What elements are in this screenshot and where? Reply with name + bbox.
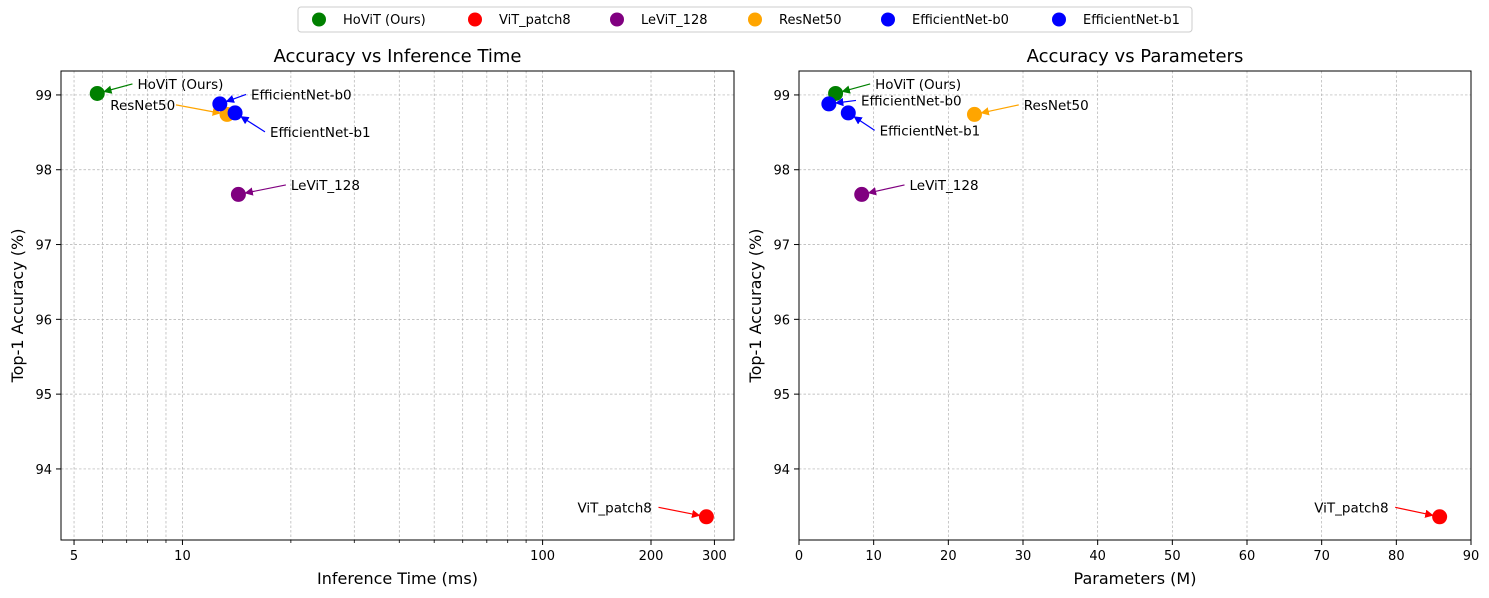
x-tick-label: 10 — [174, 549, 191, 564]
x-tick-label: 30 — [1015, 549, 1032, 564]
x-tick-label: 5 — [70, 549, 78, 564]
point-label: HoViT (Ours) — [875, 77, 961, 93]
data-point — [1432, 509, 1448, 525]
y-tick-label: 96 — [35, 313, 52, 328]
y-tick-label: 97 — [35, 239, 52, 254]
point-label: ViT_patch8 — [577, 500, 651, 516]
y-axis: 94 95 96 97 98 99 — [35, 89, 61, 478]
legend: HoViT (Ours) ViT_patch8 LeViT_128 ResNet50 E… — [297, 6, 1193, 33]
annotation-arrow — [225, 93, 247, 103]
data-points: HoViT (Ours) ViT_patch8 LeViT_128 ResNet50 E… — [821, 77, 1448, 525]
legend-label: EfficientNet-b1 — [1083, 13, 1180, 28]
point-label: ResNet50 — [1024, 98, 1089, 114]
chart-title: Accuracy vs Parameters — [1027, 46, 1244, 67]
x-tick-label: 200 — [639, 549, 664, 564]
data-point — [230, 186, 246, 202]
x-tick-label: 50 — [1164, 549, 1181, 564]
x-tick-label: 20 — [940, 549, 957, 564]
legend-marker — [748, 12, 762, 27]
annotation-arrow — [244, 184, 286, 196]
chart-title: Accuracy vs Inference Time — [273, 46, 521, 67]
point-label: EfficientNet-b1 — [880, 123, 981, 139]
x-tick-label: 0 — [795, 549, 803, 564]
x-tick-label: 40 — [1089, 549, 1106, 564]
point-label: ViT_patch8 — [1314, 500, 1388, 516]
legend-marker — [312, 12, 326, 27]
y-tick-label: 95 — [773, 388, 790, 403]
annotation-arrow — [103, 83, 133, 94]
y-axis-title: Top-1 Accuracy (%) — [746, 229, 765, 384]
legend-marker — [468, 12, 482, 27]
y-tick-label: 96 — [773, 313, 790, 328]
chart-panel: 0 10 20 30 40 50 60 70 80 90 94 95 96 97 98 99 Accuracy … — [746, 46, 1479, 588]
x-axis: 0 10 20 30 40 50 60 70 80 90 — [795, 540, 1479, 564]
x-axis-title: Parameters (M) — [1074, 569, 1197, 588]
x-tick-label: 60 — [1239, 549, 1256, 564]
legend-label: LeViT_128 — [641, 13, 708, 28]
data-points: HoViT (Ours) ViT_patch8 LeViT_128 ResNet50 E… — [89, 77, 714, 525]
x-axis: 5 10 100 200 300 — [70, 540, 727, 564]
point-label: ResNet50 — [110, 98, 175, 114]
y-tick-label: 94 — [35, 463, 52, 478]
y-axis: 94 95 96 97 98 99 — [773, 89, 799, 478]
legend-label: EfficientNet-b0 — [912, 13, 1009, 28]
data-point — [966, 106, 982, 122]
legend-label: ViT_patch8 — [499, 13, 571, 28]
y-axis-title: Top-1 Accuracy (%) — [8, 229, 27, 384]
annotation-arrow — [841, 83, 871, 94]
legend-frame — [297, 6, 1193, 33]
y-tick-label: 97 — [773, 239, 790, 254]
annotation-arrow — [834, 97, 857, 107]
annotation-arrow — [867, 184, 905, 196]
plot-frame — [798, 70, 1472, 541]
y-tick-label: 95 — [35, 388, 52, 403]
legend-marker — [610, 12, 624, 27]
annotation-arrow — [980, 104, 1019, 116]
legend-label: ResNet50 — [779, 13, 842, 28]
grid — [61, 71, 734, 540]
point-label: LeViT_128 — [910, 178, 979, 194]
data-point — [821, 96, 837, 112]
legend-marker — [1052, 12, 1066, 27]
data-point — [698, 509, 714, 525]
x-axis-title: Inference Time (ms) — [317, 569, 478, 588]
point-label: EfficientNet-b1 — [270, 125, 371, 141]
point-label: EfficientNet-b0 — [251, 87, 352, 103]
point-label: HoViT (Ours) — [137, 77, 223, 93]
y-tick-label: 99 — [773, 89, 790, 104]
y-tick-label: 98 — [35, 164, 52, 179]
annotation-arrow — [658, 506, 701, 519]
y-tick-label: 94 — [773, 463, 790, 478]
data-point — [840, 105, 856, 121]
y-tick-label: 98 — [773, 164, 790, 179]
x-tick-label: 80 — [1388, 549, 1405, 564]
legend-label: HoViT (Ours) — [343, 13, 426, 28]
y-tick-label: 99 — [35, 89, 52, 104]
data-point — [212, 96, 228, 112]
x-tick-label: 300 — [702, 549, 727, 564]
chart-panel: 5 10 100 200 300 94 95 96 97 98 99 Accuracy vs Infe… — [8, 46, 735, 588]
annotation-arrow — [240, 116, 266, 133]
plot-frame — [60, 70, 735, 541]
point-label: EfficientNet-b0 — [861, 93, 962, 109]
annotation-arrow — [853, 116, 875, 131]
x-tick-label: 90 — [1463, 549, 1480, 564]
x-tick-label: 70 — [1313, 549, 1330, 564]
point-label: LeViT_128 — [291, 178, 360, 194]
legend-marker — [881, 12, 895, 27]
x-tick-label: 10 — [865, 549, 882, 564]
data-point — [854, 186, 870, 202]
annotation-arrow — [1395, 506, 1434, 518]
x-tick-label: 100 — [530, 549, 555, 564]
annotation-arrow — [175, 104, 222, 116]
data-point — [89, 85, 105, 101]
data-point — [227, 105, 243, 121]
grid — [798, 71, 1472, 540]
